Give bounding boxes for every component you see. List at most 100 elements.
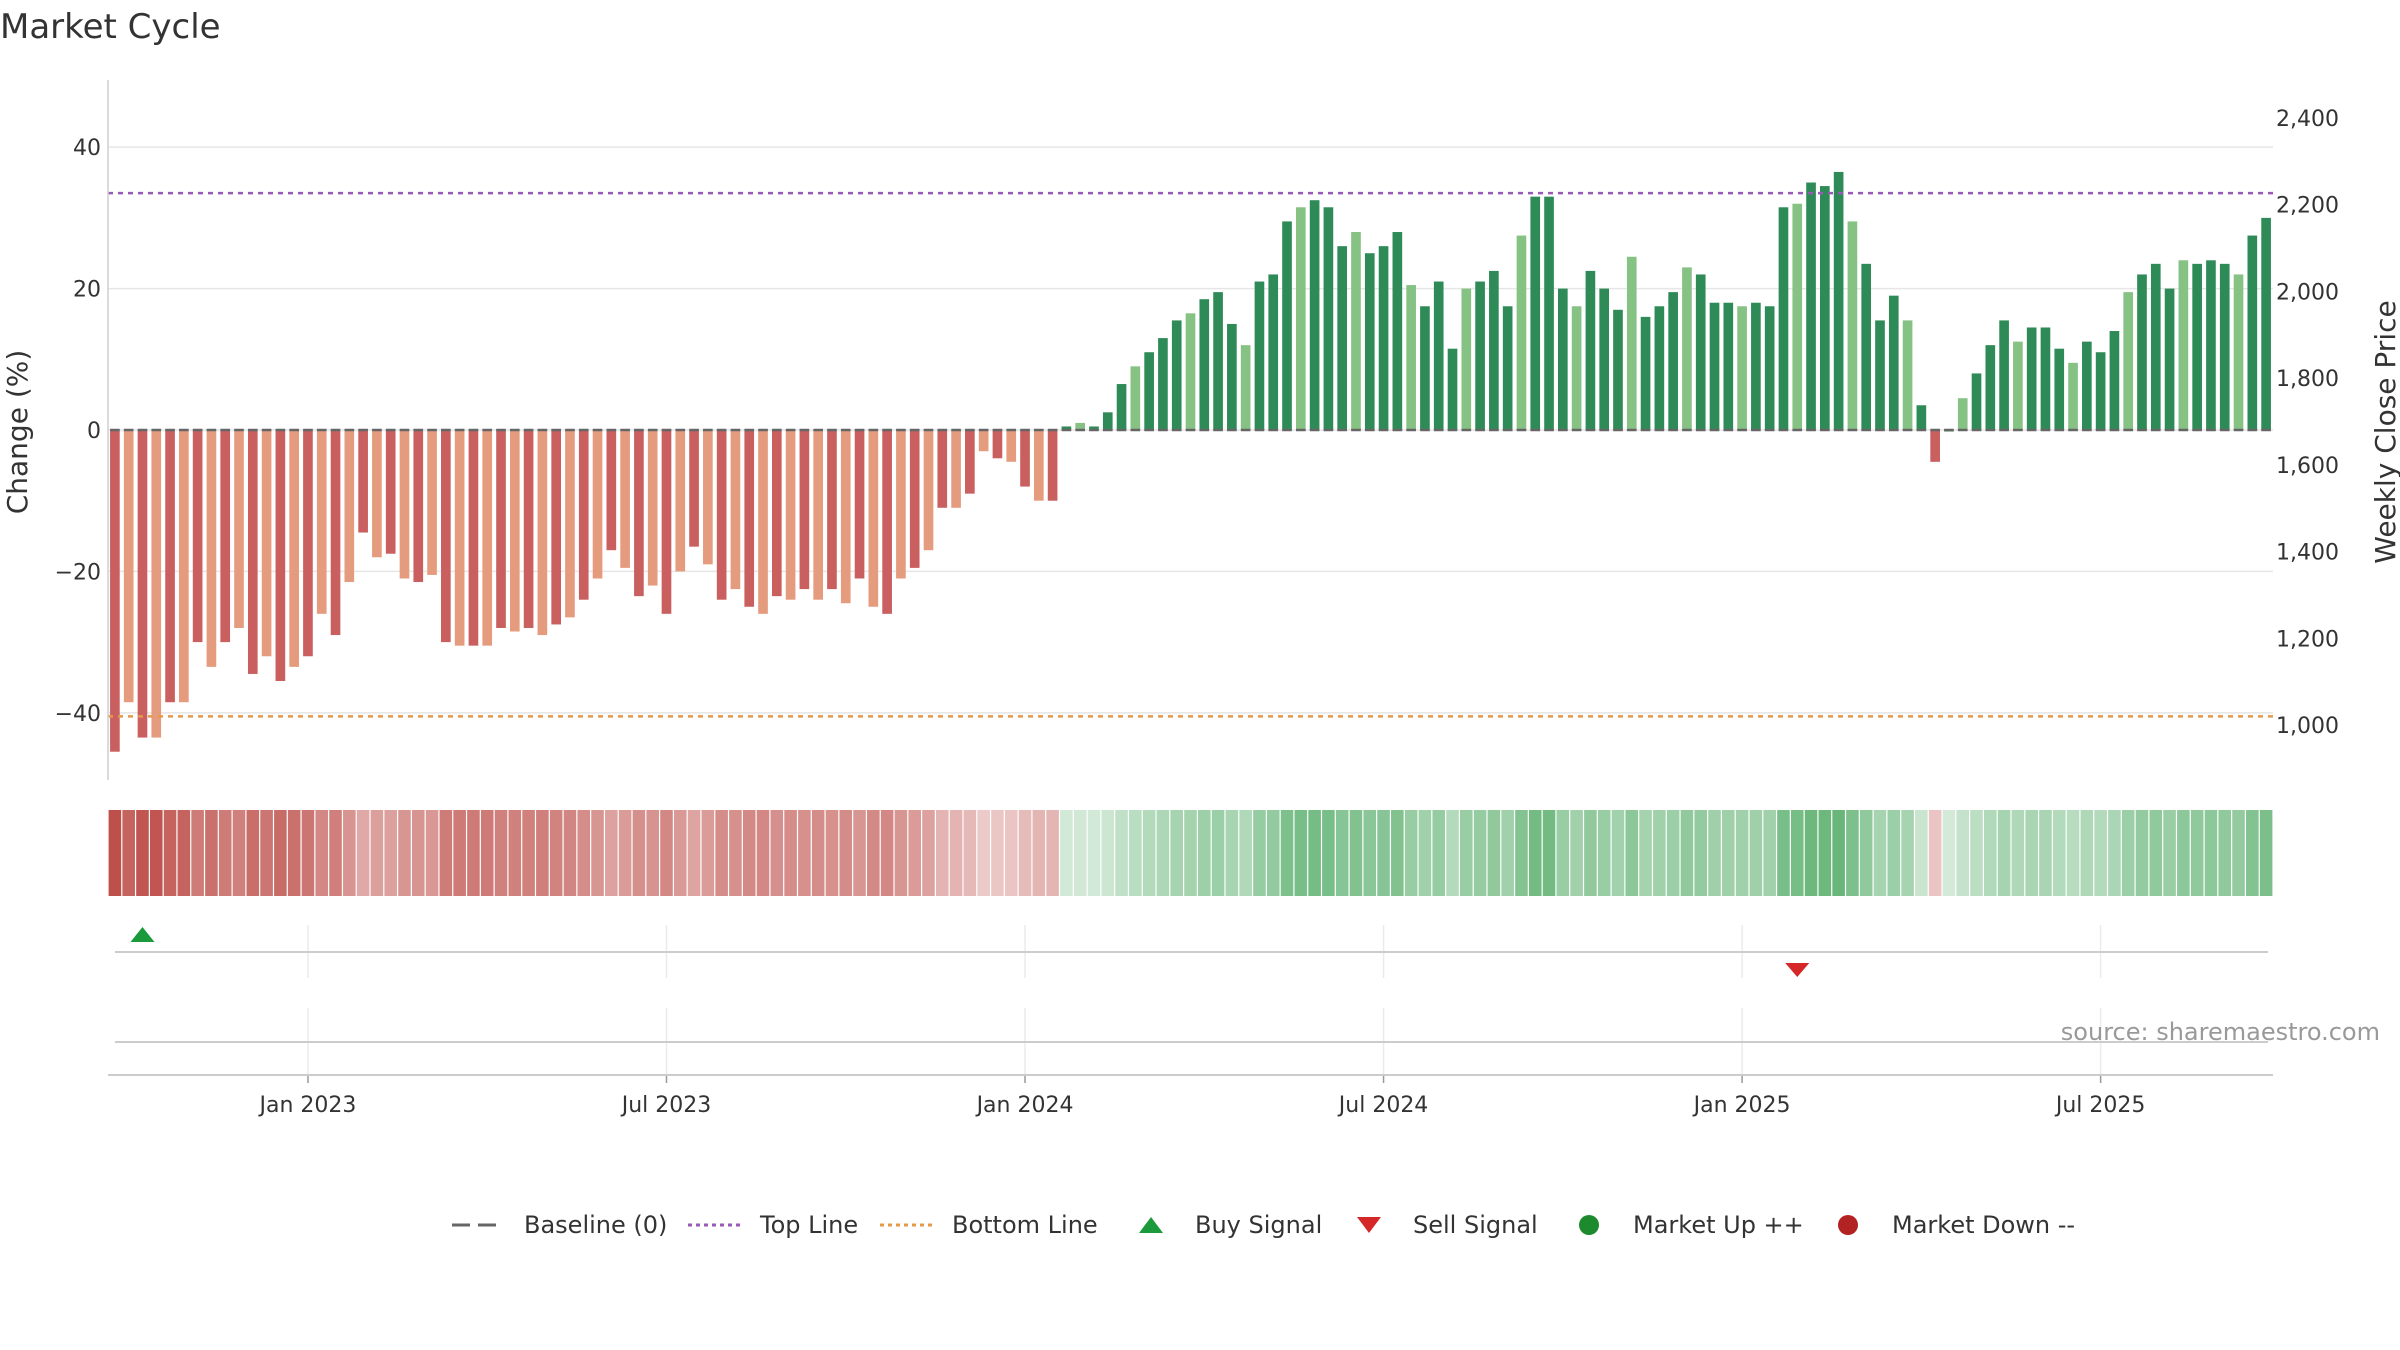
strip-cell [1735, 810, 1749, 896]
bar [978, 430, 989, 452]
bar [2247, 235, 2258, 430]
bar [647, 430, 658, 586]
bar [1254, 281, 1265, 430]
strip-cell [1956, 810, 1970, 896]
strip-cell [2218, 810, 2232, 896]
x-tick-label: Jul 2025 [2054, 1093, 2146, 1118]
y2-tick-label: 1,800 [2276, 367, 2339, 392]
chart-title: Market Cycle [0, 7, 221, 47]
bar [2206, 260, 2216, 430]
strip-cell [315, 810, 329, 896]
bar [854, 430, 865, 579]
bar [1489, 270, 1499, 430]
strip-cell [839, 810, 853, 896]
bar [1875, 320, 1885, 430]
strip-cell [1846, 810, 1859, 896]
bar [1309, 200, 1320, 430]
legend-label: Market Down -- [1892, 1211, 2075, 1239]
bar [482, 430, 493, 646]
bar [634, 430, 644, 597]
strip-cell [1984, 810, 1997, 896]
bar [2192, 263, 2202, 430]
strip-cell [2080, 810, 2094, 896]
strip-cell [687, 810, 701, 896]
strip-cell [591, 810, 604, 896]
strip-cell [1239, 810, 1252, 896]
strip-cell [1266, 810, 1280, 896]
bar [1613, 309, 1623, 430]
legend-label: Top Line [759, 1211, 858, 1239]
legend-label: Baseline (0) [524, 1211, 667, 1239]
strip-cell [163, 810, 177, 896]
strip-cell [1225, 810, 1239, 896]
strip-cell [1528, 810, 1542, 896]
bar [1764, 306, 1775, 430]
strip-cell [425, 810, 439, 896]
strip-cell [1101, 810, 1115, 896]
strip-cell [122, 810, 135, 896]
strip-cell [1432, 810, 1446, 896]
strip-cell [1060, 810, 1073, 896]
strip-cell [977, 810, 990, 896]
strip-cell [1928, 810, 1942, 896]
bar [344, 430, 355, 583]
bar [1695, 274, 1706, 430]
strip-cell [1708, 810, 1721, 896]
bar [1792, 203, 1803, 430]
strip-cell [232, 810, 246, 896]
bar [965, 430, 975, 494]
bar [537, 430, 548, 636]
bar [1171, 320, 1182, 430]
bar [840, 430, 851, 604]
legend-label: Bottom Line [952, 1211, 1098, 1239]
legend-label: Market Up ++ [1633, 1211, 1804, 1239]
strip-cell [1156, 810, 1170, 896]
strip-cell [715, 810, 728, 896]
bar [206, 430, 217, 667]
bar [1626, 256, 1637, 430]
legend-item: Buy Signal [1139, 1211, 1322, 1239]
strip-cell [1680, 810, 1694, 896]
strip-cell [673, 810, 687, 896]
strip-cell [2246, 810, 2259, 896]
legend-item: Bottom Line [880, 1211, 1098, 1239]
bar [2095, 352, 2106, 430]
strip-cell [660, 810, 673, 896]
x-tick-label: Jan 2025 [1692, 1093, 1791, 1118]
strip-cell [2066, 810, 2080, 896]
x-tick-label: Jul 2024 [1337, 1093, 1429, 1118]
strip-cell [908, 810, 921, 896]
strip-cell [577, 810, 591, 896]
strip-cell [632, 810, 646, 896]
strip-cell [1170, 810, 1184, 896]
strip-cell [1832, 810, 1845, 896]
strip-cell [1666, 810, 1680, 896]
strip-cell [2190, 810, 2204, 896]
bar [1668, 292, 1678, 430]
strip-cell [1418, 810, 1432, 896]
strip-cell [1804, 810, 1818, 896]
strip-cell [2052, 810, 2066, 896]
bar [1351, 232, 1361, 430]
strip-cell [1294, 810, 1308, 896]
bar [1640, 316, 1651, 430]
strip-cell [1129, 810, 1142, 896]
bars-layer [110, 171, 2271, 752]
strip-cell [1087, 810, 1101, 896]
strip-cell [825, 810, 839, 896]
strip-cell [2121, 810, 2135, 896]
bar [592, 430, 603, 579]
bar [413, 430, 424, 583]
strip-cell [1597, 810, 1611, 896]
signal-panel [115, 925, 2268, 1075]
bar [896, 430, 906, 579]
bar [1916, 405, 1927, 430]
bar [923, 430, 934, 551]
bar [1240, 345, 1251, 430]
strip-cell [894, 810, 908, 896]
bar [868, 430, 879, 607]
y-tick-label: 0 [87, 419, 101, 444]
strip-cell [1859, 810, 1873, 896]
bar [1461, 288, 1472, 430]
bar [1047, 430, 1058, 501]
